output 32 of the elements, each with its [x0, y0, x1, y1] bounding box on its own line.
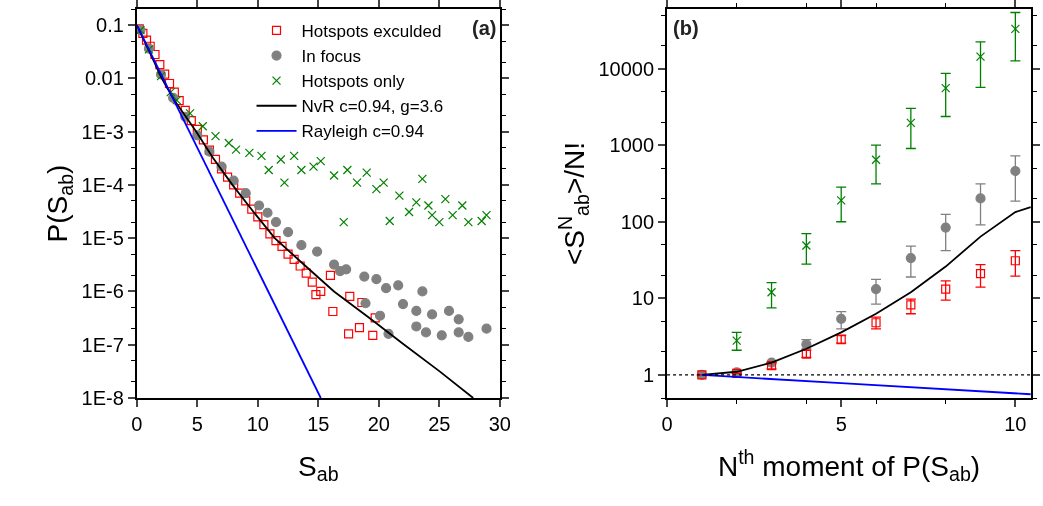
x-tick-label: 0	[661, 413, 673, 435]
y-tick-label: 1E-6	[81, 280, 124, 303]
y-tick-label: 1E-8	[81, 387, 124, 409]
x-axis-title: N$^{th}$ moment of P(S$_{ab}$)	[717, 445, 981, 486]
legend-label: NvR c=0.94, g=3.6	[301, 97, 444, 117]
y-tick-label: 1E-3	[81, 120, 124, 143]
x-tick-label: 5	[835, 413, 847, 435]
legend-label: Hotspots exculded	[301, 22, 442, 42]
y-tick-label: 0.01	[84, 67, 124, 90]
x-axis-title: S$_{ab}$	[298, 450, 339, 486]
x-tick-label: 30	[488, 413, 511, 435]
y-tick-label: 1000	[609, 134, 655, 157]
y-tick-label: 1E-5	[81, 227, 124, 250]
annotation: (a)	[472, 17, 497, 39]
y-tick-label: 10	[631, 287, 655, 310]
x-tick-label: 10	[246, 413, 269, 435]
annotation: (b)	[673, 17, 699, 39]
x-tick-label: 20	[367, 413, 390, 435]
x-tick-label: 25	[428, 413, 451, 435]
x-tick-label: 5	[191, 413, 203, 435]
y-tick-label: 1E-4	[81, 173, 124, 196]
y-tick-label: 0.1	[96, 14, 124, 37]
y-tick-label: 100	[620, 210, 655, 233]
legend-label: Hotspots only	[301, 72, 406, 92]
legend-label: Rayleigh c=0.94	[301, 122, 424, 142]
x-tick-label: 0	[131, 413, 143, 435]
y-tick-label: 1E-7	[81, 333, 124, 356]
legend-label: In focus	[301, 47, 362, 67]
x-tick-label: 15	[307, 413, 330, 435]
y-tick-label: 1	[642, 363, 655, 386]
y-tick-label: 10000	[598, 57, 655, 80]
x-tick-label: 10	[1004, 413, 1027, 435]
